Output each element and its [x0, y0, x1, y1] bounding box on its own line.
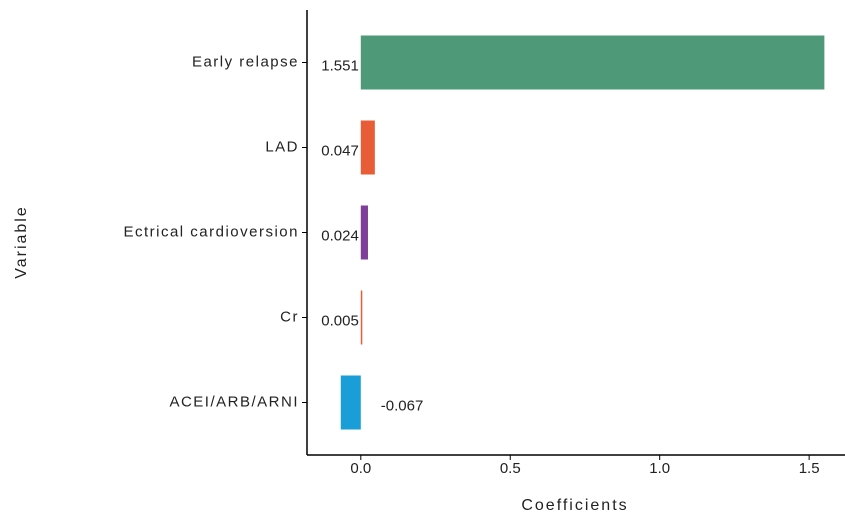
x-tick-label: 0.0: [350, 460, 371, 477]
bar: [360, 205, 368, 260]
y-tick-label: LAD: [265, 138, 299, 155]
bar: [360, 120, 375, 175]
bar: [360, 290, 363, 345]
y-tick-label: Early relapse: [192, 53, 299, 70]
value-label: 1.551: [321, 57, 359, 74]
y-tick-label: Ectrical cardioversion: [123, 223, 299, 240]
bar: [340, 375, 361, 430]
value-label: -0.067: [381, 397, 424, 414]
y-axis-title: Variable: [13, 205, 30, 279]
x-tick-label: 1.0: [649, 460, 670, 477]
y-tick-label: Cr: [280, 308, 299, 325]
x-tick-label: 0.5: [500, 460, 521, 477]
x-axis-title: Coefficients: [521, 497, 628, 514]
y-tick-label: ACEI/ARB/ARNI: [169, 393, 299, 410]
value-label: 0.047: [321, 142, 359, 159]
bar: [360, 35, 825, 90]
value-label: 0.005: [321, 312, 359, 329]
x-tick-label: 1.5: [799, 460, 820, 477]
value-label: 0.024: [321, 227, 359, 244]
